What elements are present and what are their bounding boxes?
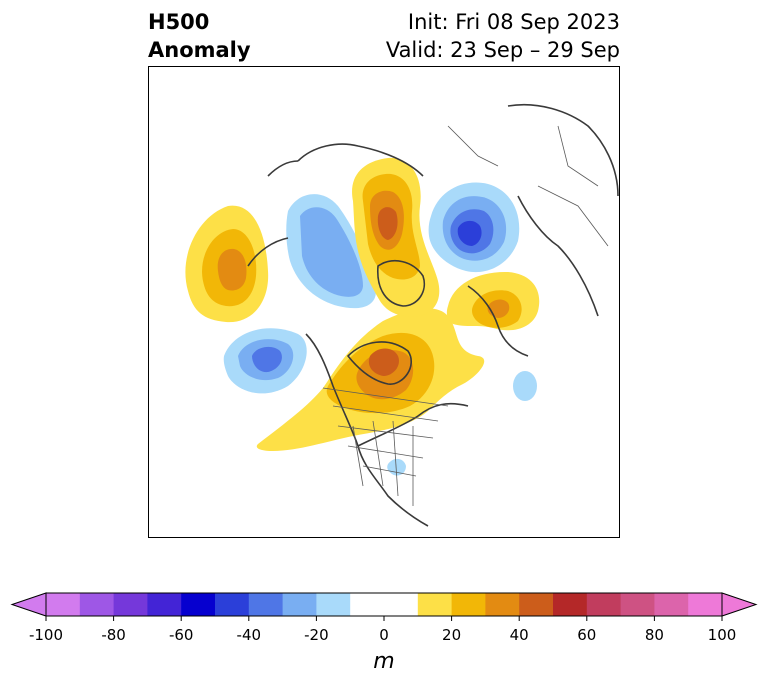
colorbar-cell xyxy=(215,593,250,616)
colorbar-cell xyxy=(485,593,520,616)
colorbar-cell xyxy=(147,593,182,616)
title-field: Anomaly xyxy=(148,38,251,62)
colorbar-extend-min xyxy=(10,592,47,617)
colorbar-tick-label: 40 xyxy=(510,626,529,644)
colorbar-cell xyxy=(248,593,284,616)
colorbar-cell xyxy=(451,593,486,616)
anomaly-scandinavia xyxy=(428,182,520,273)
title-variable: H500 xyxy=(148,10,210,34)
valid-range: Valid: 23 Sep – 29 Sep xyxy=(385,38,620,62)
borders xyxy=(322,125,609,506)
colorbar-cell xyxy=(384,593,419,616)
colorbar-cell xyxy=(688,593,723,616)
colorbar-cell xyxy=(316,593,351,616)
colorbar-tick-label: -100 xyxy=(29,626,63,644)
map-dates: Init: Fri 08 Sep 2023 Valid: 23 Sep – 29… xyxy=(386,8,620,64)
colorbar-cell xyxy=(519,593,554,616)
map-title: H500 Anomaly xyxy=(148,8,251,64)
coastlines xyxy=(247,103,619,527)
colorbar-tick-label: 100 xyxy=(708,626,737,644)
anomaly-arctic-greenland xyxy=(352,157,440,317)
colorbar-cell xyxy=(654,593,689,616)
colorbar-cell xyxy=(46,593,81,616)
colorbar-unit: m xyxy=(373,649,394,674)
colorbar-tick-label: 80 xyxy=(645,626,664,644)
colorbar-cell xyxy=(79,593,115,616)
colorbar-tick-label: 60 xyxy=(577,626,596,644)
colorbar-tick-label: -20 xyxy=(304,626,329,644)
colorbar-extend-max xyxy=(721,592,758,617)
colorbar-cell xyxy=(350,593,385,616)
anomaly-gulf-of-alaska xyxy=(223,328,307,394)
colorbar-cell xyxy=(282,593,317,616)
colorbar-cell xyxy=(553,593,588,616)
colorbar-cell xyxy=(417,593,453,616)
anomaly-northwest-pacific xyxy=(286,194,376,309)
anomaly-map xyxy=(148,66,620,538)
colorbar-cell xyxy=(113,593,148,616)
init-date: Init: Fri 08 Sep 2023 xyxy=(407,10,620,34)
colorbar-tick-label: -40 xyxy=(237,626,262,644)
colorbar-tick-label: -60 xyxy=(169,626,194,644)
colorbar-tick-label: 0 xyxy=(379,626,389,644)
anomaly-canada-hudson-bay xyxy=(256,308,485,451)
colorbar-cell xyxy=(620,593,655,616)
colorbar-cell xyxy=(181,593,216,616)
anomaly-central-atlantic xyxy=(513,371,537,401)
anomaly-northeast-pacific xyxy=(185,205,269,323)
colorbar: -100 -80 -60 -40 -20 0 20 40 60 80 100 m xyxy=(10,592,758,674)
colorbar-cell xyxy=(586,593,622,616)
colorbar-tick-label: 20 xyxy=(442,626,461,644)
colorbar-tick-label: -80 xyxy=(101,626,126,644)
